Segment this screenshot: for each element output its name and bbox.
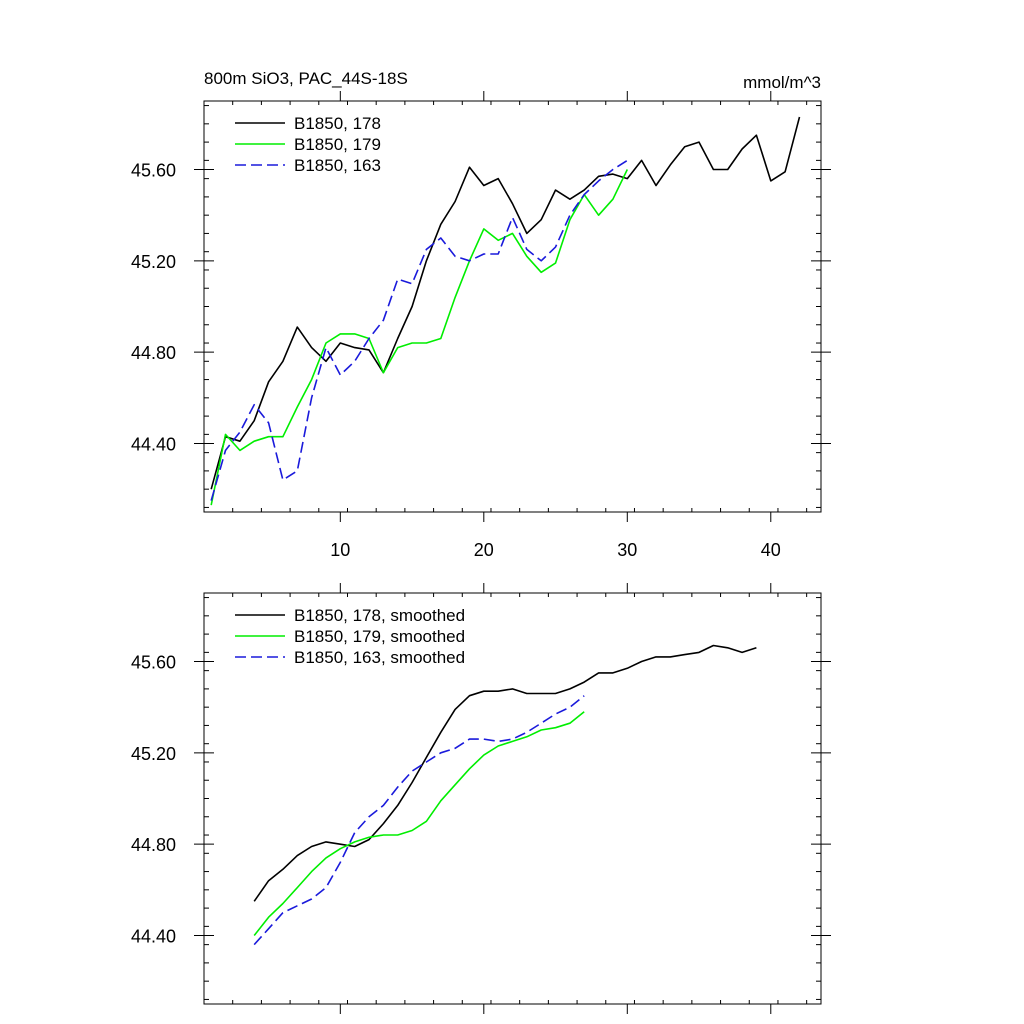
top-panel: 800m SiO3, PAC_44S-18S mmol/m^3 10 20 30 40… [131,69,831,560]
y-tick-label: 45.20 [131,252,176,272]
y-tick-label: 44.80 [131,343,176,363]
legend-label-1: B1850, 178, smoothed [294,606,465,625]
x-tick-label: 20 [474,540,494,560]
series-line-2 [253,711,585,936]
legend-label-3: B1850, 163 [294,156,381,175]
series-line-1 [253,644,757,902]
x-tick-label: 40 [761,540,781,560]
top-units-label: mmol/m^3 [743,73,821,92]
legend-label-1: B1850, 178 [294,114,381,133]
y-tick-label: 45.60 [131,653,176,673]
bottom-panel: 44.40 44.80 45.20 45.60 B1850, 178, smoothed… [131,583,831,1014]
series-line-1 [210,116,801,490]
series-line-2 [210,169,629,506]
x-tick-label: 30 [617,540,637,560]
series-line-3 [253,695,585,946]
y-tick-label: 45.60 [131,161,176,181]
top-chart-title: 800m SiO3, PAC_44S-18S [204,69,408,88]
y-tick-label: 44.40 [131,927,176,947]
x-tick-label: 10 [330,540,350,560]
y-tick-label: 45.20 [131,744,176,764]
legend-label-3: B1850, 163, smoothed [294,648,465,667]
legend-label-2: B1850, 179 [294,135,381,154]
y-tick-label: 44.40 [131,435,176,455]
y-tick-label: 44.80 [131,835,176,855]
legend-label-2: B1850, 179, smoothed [294,627,465,646]
series-line-3 [210,159,628,501]
